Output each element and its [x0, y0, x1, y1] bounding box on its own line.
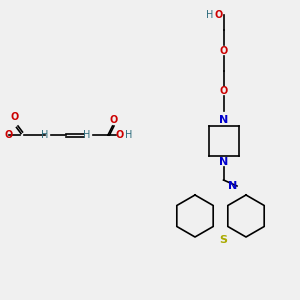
Text: H: H [206, 10, 214, 20]
Text: O: O [5, 130, 13, 140]
Text: O: O [116, 130, 124, 140]
Text: O: O [219, 86, 228, 97]
Text: N: N [219, 115, 228, 125]
Text: O: O [11, 112, 19, 122]
Text: H: H [41, 130, 49, 140]
Text: H: H [125, 130, 133, 140]
Text: S: S [220, 235, 227, 245]
Text: O: O [110, 115, 118, 125]
Text: O: O [215, 10, 223, 20]
Text: N: N [219, 157, 228, 167]
Text: O: O [219, 46, 228, 56]
Text: H: H [83, 130, 91, 140]
Text: N: N [228, 181, 237, 191]
